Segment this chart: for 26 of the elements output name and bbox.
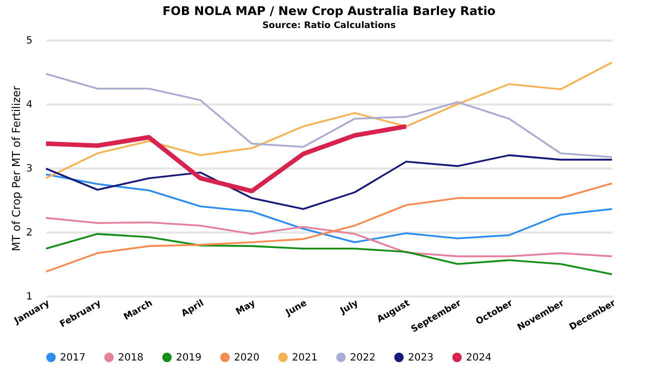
y-axis-title: MT of Crop Per MT of Fertilizer (10, 85, 24, 252)
chart-subtitle: Source: Ratio Calculations (262, 21, 396, 31)
line-series (44, 124, 408, 194)
legend-label: 2017 (60, 352, 86, 364)
line-series (45, 174, 613, 244)
legend-label: 2023 (408, 352, 434, 364)
y-tick-label: 1 (26, 292, 32, 302)
legend-label: 2020 (234, 352, 260, 364)
legend-label: 2024 (466, 352, 492, 364)
legend-label: 2018 (118, 352, 144, 364)
y-tick-label: 3 (26, 164, 32, 174)
line-series (45, 154, 613, 210)
y-tick-label: 2 (26, 228, 32, 238)
legend-label: 2019 (176, 352, 202, 364)
line-series (45, 73, 613, 158)
legend-label: 2022 (350, 352, 376, 364)
line-series (45, 233, 613, 276)
x-tick-label: July (338, 298, 360, 318)
chart-title: FOB NOLA MAP / New Crop Australia Barley Ratio (162, 4, 496, 18)
legend-label: 2021 (292, 352, 318, 364)
line-series (45, 217, 613, 258)
y-tick-label: 4 (26, 100, 32, 110)
y-tick-label: 5 (26, 36, 32, 46)
line-series (45, 62, 613, 180)
line-series (45, 182, 613, 273)
x-tick-label: May (234, 298, 258, 318)
